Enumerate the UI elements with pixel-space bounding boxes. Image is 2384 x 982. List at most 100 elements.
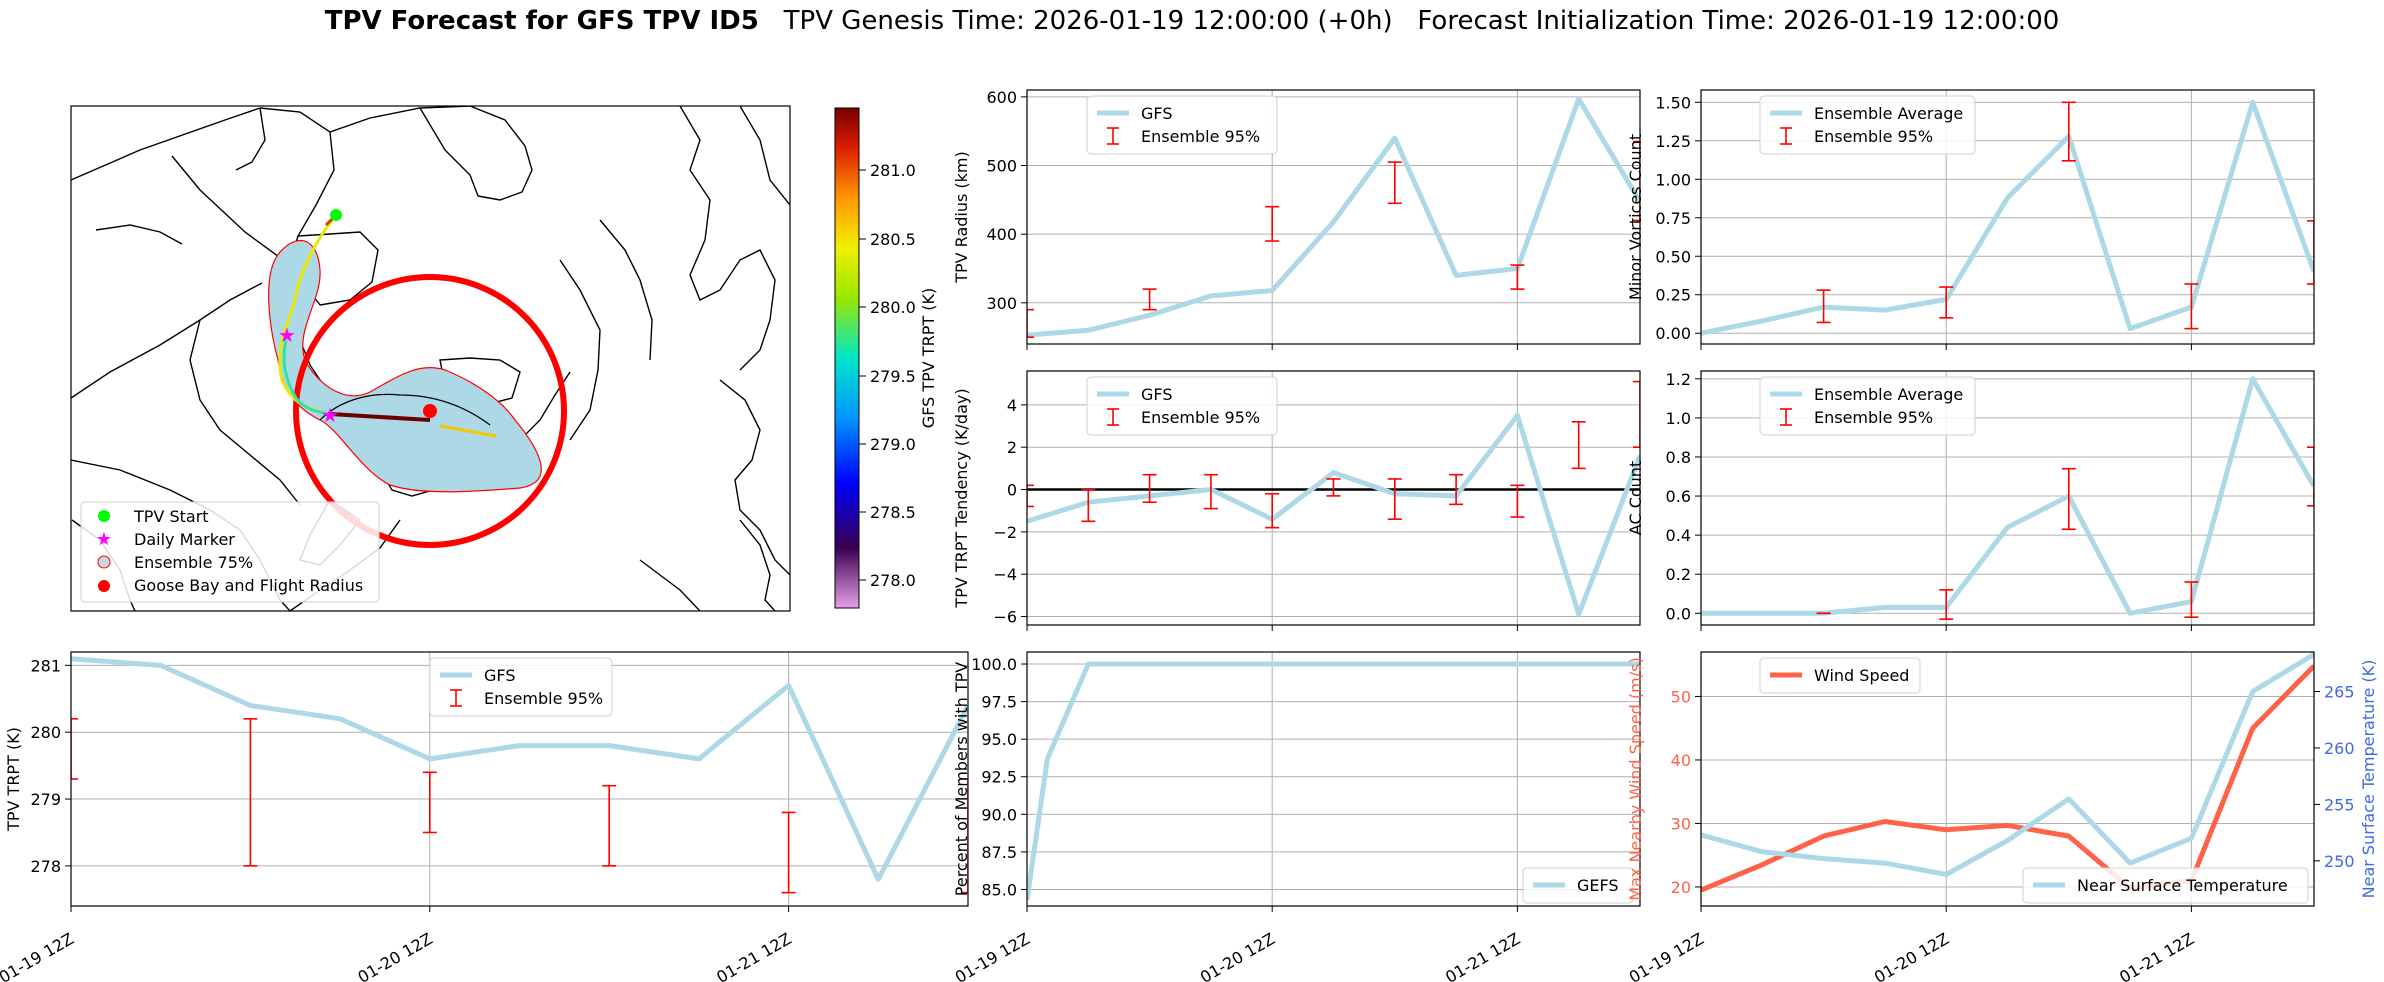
axes-frame [1700,370,2315,626]
legend-label: Ensemble Average [1814,104,1963,123]
figure-title: TPV Forecast for GFS TPV ID5 TPV Genesis… [0,6,2384,36]
y-tick-label: 0.4 [1666,526,1691,545]
legend-box [1759,657,1921,694]
x-tick-label: 01-20 12Z [1871,929,1952,982]
chart-legend: GEFS [1522,867,1634,904]
goose-bay-marker [423,404,437,418]
plot-area [71,656,968,894]
legend-label: Ensemble 95% [1814,408,1933,427]
legend-box [1522,867,1634,904]
legend-goose-bay-icon [98,580,110,592]
plot-area [1701,376,2314,620]
colorbar-ticks: 281.0 280.5 280.0 279.5 279.0 278.5 278.… [859,161,916,590]
y-tick-label: 90.0 [981,805,1017,824]
legend-ensemble-75-icon [97,555,111,569]
y-tick-label: 92.5 [981,768,1017,787]
series-line-gfs [1027,412,1640,617]
chart-legend: GFS Ensemble 95% [1086,95,1278,155]
series-line-gfs [1027,96,1640,338]
axes-frame [1700,651,2315,907]
y-tick-label: 4 [1007,396,1017,415]
y-tick-label: 85.0 [981,880,1017,899]
axes-frame [1026,89,1641,345]
legend-box [1759,376,1976,436]
legend-label: GFS [1141,104,1172,123]
axes-frame [1026,651,1641,907]
y-tick-label: 30 [1671,814,1691,833]
x-tick-label: 01-21 12Z [713,929,794,982]
legend-label: Ensemble 95% [1814,127,1933,146]
y-tick-label: −6 [993,608,1017,627]
y-axis-label: Minor Vortices Count [1626,134,1645,300]
legend-label: Ensemble 95% [484,689,603,708]
chart-legend: Near Surface Temperature [2022,867,2309,904]
legend-label: GFS [484,666,515,685]
y-tick-label: −4 [993,565,1017,584]
y-tick-label: 2 [1007,438,1017,457]
figure-title-bold: TPV Forecast for GFS TPV ID5 [324,6,759,36]
legend-label: Near Surface Temperature [2077,876,2288,895]
colorbar-label: GFS TPV TRPT (K) [919,288,938,428]
y-tick-label: 1.00 [1655,170,1691,189]
x-tick-label: 01-21 12Z [1442,929,1523,982]
colorbar-tick-label: 279.0 [870,435,916,454]
y-tick-label: 1.0 [1666,409,1691,428]
axes-frame [70,651,969,907]
chart-minor: 0.00 0.25 0.50 0.75 1.00 1.25 1.50 Minor Vortic… [1626,89,2315,350]
y-tick-label: 20 [1671,878,1691,897]
legend-label: Ensemble 95% [1141,127,1260,146]
x-tick-label: 01-21 12Z [2116,929,2197,982]
y-tick-label: 95.0 [981,730,1017,749]
legend-label: Wind Speed [1814,666,1909,685]
y-tick-label: 1.25 [1655,132,1691,151]
colorbar-tick-label: 279.5 [870,367,916,386]
y-tick-label: 0.0 [1666,604,1691,623]
legend-box [2022,867,2309,904]
legend-box [1759,95,1976,155]
y-tick-label: 500 [986,157,1017,176]
x-tick-label: 01-20 12Z [1197,929,1278,982]
chart-radius: 300 400 500 600 TPV Radius (km) GFS Ensemble 9… [952,88,1641,350]
y-tick-label: 1.2 [1666,370,1691,389]
colorbar-tick-label: 278.0 [870,571,916,590]
y-tick-label: 0.2 [1666,565,1691,584]
legend-label: GEFS [1577,876,1619,895]
legend-box [429,657,613,717]
plot-area [1701,652,2314,893]
legend-label: Ensemble Average [1814,385,1963,404]
legend-label: Ensemble 95% [1141,408,1260,427]
map-legend: ★ TPV Start Daily Marker Ensemble 75% Go… [80,501,380,603]
series-line-ensemble-average [1701,376,2314,616]
map-frame [70,105,791,612]
chart-legend: Ensemble Average Ensemble 95% [1759,376,1976,436]
y-tick-label: 0 [1007,481,1017,500]
legend-daily-marker-icon: ★ [96,529,112,550]
colorbar-tick-label: 280.5 [870,230,916,249]
y-tick-label: 100.0 [971,655,1017,674]
chart-tendency: −6 −4 −2 0 2 4 TPV TRPT Tendency (K/day) GFS Ens… [952,370,1641,631]
chart-legend: GFS Ensemble 95% [1086,376,1278,436]
x-tick-label: 01-20 12Z [355,929,436,982]
y-right-tick-label: 265 [2324,683,2355,702]
flight-radius-circle [293,274,567,548]
y-right-tick-label: 255 [2324,795,2355,814]
y-tick-label: 279 [30,790,61,809]
series-line-ensemble-average [1701,99,2314,336]
colorbar [834,107,860,609]
y-tick-label: 0.50 [1655,247,1691,266]
x-tick-label: 01-19 12Z [1626,929,1707,982]
chart-legend: Ensemble Average Ensemble 95% [1759,95,1976,155]
y-tick-label: 0.75 [1655,209,1691,228]
y-tick-label: 0.25 [1655,286,1691,305]
axes-frame [1700,89,2315,345]
axes-frame [1026,370,1641,626]
colorbar-tick-label: 280.0 [870,298,916,317]
colorbar-tick-label: 278.5 [870,503,916,522]
y-tick-label: 400 [986,225,1017,244]
y-tick-label: 0.00 [1655,324,1691,343]
y-tick-label: 281 [30,656,61,675]
plot-area [1701,99,2314,336]
y-tick-label: 87.5 [981,843,1017,862]
legend-box [1086,95,1278,155]
map-legend-ensemble-75: Ensemble 75% [134,553,253,572]
